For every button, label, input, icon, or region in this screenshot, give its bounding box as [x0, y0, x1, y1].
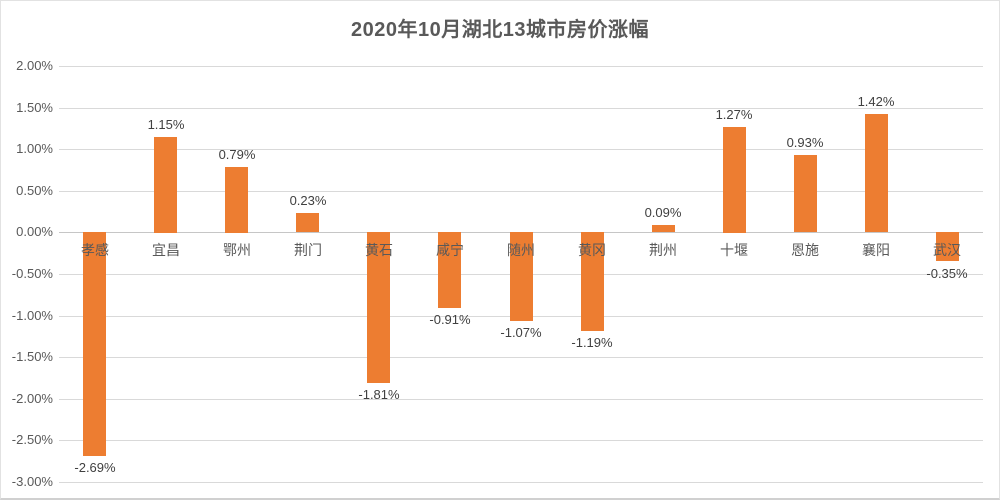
- y-axis-tick-label: 1.00%: [16, 141, 53, 156]
- bar-宜昌: [154, 137, 177, 233]
- bar-鄂州: [225, 167, 248, 233]
- y-axis-tick-label: -2.50%: [11, 432, 53, 447]
- x-axis-category-label: 黄石: [365, 242, 393, 258]
- gridline: [59, 357, 983, 358]
- bar-黄冈: [581, 232, 604, 331]
- y-axis-tick-label: -0.50%: [11, 266, 53, 281]
- bar-data-label: -1.07%: [500, 325, 542, 340]
- x-axis-category-label: 襄阳: [862, 242, 890, 258]
- bar-data-label: -1.81%: [358, 387, 400, 402]
- x-axis-category-label: 宜昌: [152, 242, 180, 258]
- y-axis-tick-label: -1.50%: [11, 349, 53, 364]
- bar-data-label: 1.15%: [147, 117, 185, 132]
- bar-孝感: [83, 232, 106, 456]
- bar-data-label: -0.35%: [926, 266, 968, 281]
- gridline: [59, 482, 983, 483]
- x-axis-category-label: 武汉: [933, 242, 961, 258]
- x-axis-category-label: 荆门: [294, 242, 322, 258]
- y-axis-tick-label: -3.00%: [11, 474, 53, 489]
- gridline: [59, 440, 983, 441]
- bar-data-label: 0.23%: [289, 193, 327, 208]
- bar-data-label: -2.69%: [74, 460, 116, 475]
- y-axis-tick-label: 0.00%: [16, 224, 53, 239]
- bar-武汉: [936, 232, 959, 261]
- x-axis-category-label: 咸宁: [436, 242, 464, 258]
- bar-data-label: -0.91%: [429, 312, 471, 327]
- bar-恩施: [794, 155, 817, 232]
- bar-data-label: 1.27%: [715, 107, 753, 122]
- gridline: [59, 191, 983, 192]
- gridline: [59, 399, 983, 400]
- bar-随州: [510, 232, 533, 321]
- bar-十堰: [723, 127, 746, 233]
- x-axis-category-label: 鄂州: [223, 242, 251, 258]
- y-axis-tick-label: -2.00%: [11, 391, 53, 406]
- y-axis-tick-label: -1.00%: [11, 308, 53, 323]
- bar-data-label: 0.93%: [786, 135, 824, 150]
- bar-data-label: 1.42%: [857, 94, 895, 109]
- gridline: [59, 66, 983, 67]
- y-axis-tick-label: 1.50%: [16, 100, 53, 115]
- x-axis-category-label: 孝感: [81, 242, 109, 258]
- gridline: [59, 149, 983, 150]
- bar-咸宁: [438, 232, 461, 308]
- gridline: [59, 108, 983, 109]
- bar-data-label: 0.09%: [644, 205, 682, 220]
- x-axis-category-label: 荆州: [649, 242, 677, 258]
- chart-title: 2020年10月湖北13城市房价涨幅: [351, 19, 649, 41]
- y-axis-tick-label: 2.00%: [16, 58, 53, 73]
- y-axis-tick-label: 0.50%: [16, 183, 53, 198]
- x-axis-category-label: 随州: [507, 242, 535, 258]
- bar-data-label: -1.19%: [571, 335, 613, 350]
- x-axis-category-label: 黄冈: [578, 242, 606, 258]
- bar-黄石: [367, 232, 390, 383]
- bar-荆州: [652, 225, 675, 232]
- bar-data-label: 0.79%: [218, 147, 256, 162]
- bar-荆门: [296, 213, 319, 232]
- x-axis-category-label: 恩施: [791, 242, 819, 258]
- x-axis-category-label: 十堰: [720, 242, 748, 258]
- bar-襄阳: [865, 114, 888, 232]
